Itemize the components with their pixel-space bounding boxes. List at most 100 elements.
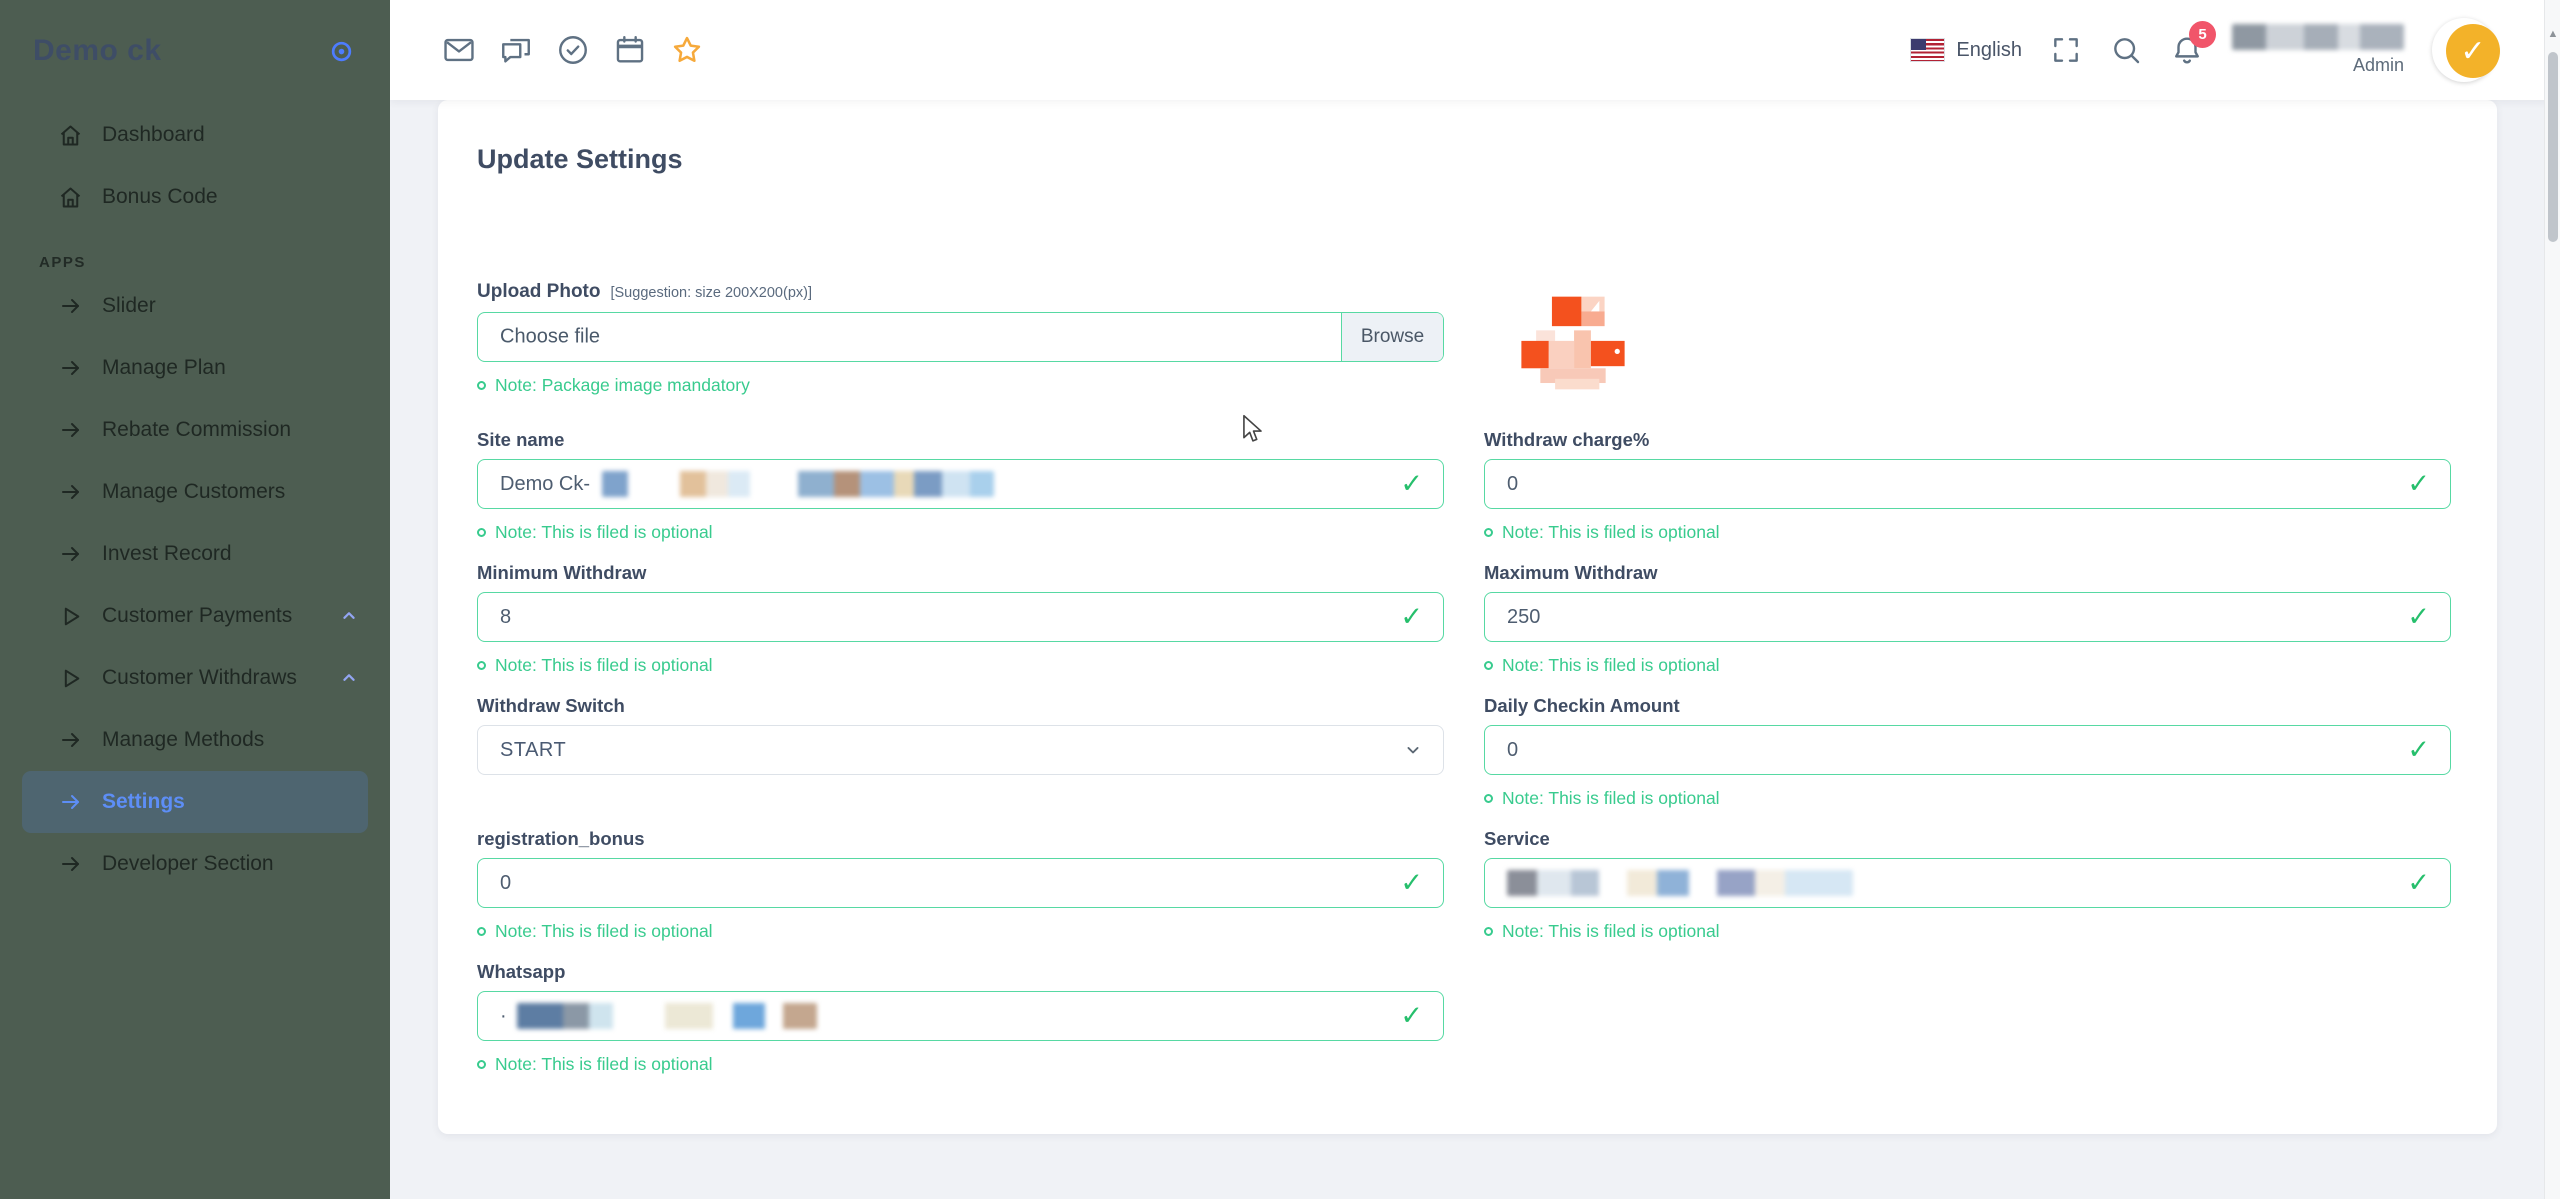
field-note: Note: This is filed is optional: [495, 522, 713, 542]
sidebar-item-rebate-commission[interactable]: Rebate Commission: [0, 399, 390, 461]
check-icon: ✓: [2407, 601, 2430, 632]
arrow-right-icon: [57, 418, 84, 442]
sidebar-item-bonus-code[interactable]: Bonus Code: [0, 166, 390, 228]
avatar-check-icon: ✓: [2446, 24, 2500, 78]
notification-badge: 5: [2189, 21, 2216, 48]
fullscreen-icon[interactable]: [2050, 34, 2082, 66]
check-circle-icon[interactable]: [556, 33, 590, 67]
chat-icon[interactable]: [499, 33, 533, 67]
page-scrollbar[interactable]: ▲: [2544, 0, 2560, 1199]
field-service: Service ✓ Note: This is filed is optiona…: [1484, 828, 2451, 942]
check-icon: ✓: [1400, 468, 1423, 499]
field-label: Daily Checkin Amount: [1484, 695, 1680, 716]
field-note: Note: This is filed is optional: [1502, 655, 1720, 675]
input-value: 0: [500, 871, 512, 894]
service-input[interactable]: ✓: [1484, 858, 2451, 908]
sidebar-item-dashboard[interactable]: Dashboard: [0, 104, 390, 166]
daily-checkin-amount-input[interactable]: 0 ✓: [1484, 725, 2451, 775]
scrollbar-thumb[interactable]: [2548, 52, 2558, 242]
sidebar-item-manage-customers[interactable]: Manage Customers: [0, 461, 390, 523]
site-name-input[interactable]: Demo Ck- ✓: [477, 459, 1444, 509]
sidebar-item-label: Manage Plan: [102, 356, 226, 379]
upload-photo-suggestion: [Suggestion: size 200X200(px)]: [610, 285, 812, 301]
field-note: Note: This is filed is optional: [1502, 921, 1720, 941]
avatar[interactable]: ✓: [2432, 18, 2500, 82]
redacted-username: [2232, 24, 2404, 50]
language-selector[interactable]: English: [1911, 39, 2022, 62]
input-value: 0: [1507, 738, 1519, 761]
maximum-withdraw-input[interactable]: 250 ✓: [1484, 592, 2451, 642]
notifications-bell[interactable]: 5: [2170, 21, 2216, 67]
upload-photo-section: Upload Photo [Suggestion: size 200X200(p…: [477, 281, 2451, 396]
page-title: Update Settings: [477, 144, 683, 174]
sidebar-item-slider[interactable]: Slider: [0, 275, 390, 337]
arrow-right-icon: [57, 852, 84, 876]
scroll-up-arrow-icon[interactable]: ▲: [2547, 28, 2559, 40]
field-note: Note: This is filed is optional: [495, 655, 713, 675]
field-label: registration_bonus: [477, 828, 645, 849]
sidebar-item-label: Invest Record: [102, 542, 232, 565]
field-label: Withdraw Switch: [477, 695, 625, 716]
sidebar-item-developer-section[interactable]: Developer Section: [0, 833, 390, 895]
browse-button[interactable]: Browse: [1341, 313, 1443, 361]
sidebar-nav: Dashboard Bonus Code APPS Slider Manage …: [0, 104, 390, 895]
topbar: English 5 Admin ✓: [390, 0, 2560, 100]
field-note: Note: This is filed is optional: [495, 1054, 713, 1074]
home-icon: [57, 122, 84, 149]
upload-photo-file-input[interactable]: Choose file Browse: [477, 312, 1444, 362]
sidebar-item-label: Dashboard: [102, 123, 205, 146]
sidebar-toggle-target-icon[interactable]: [329, 39, 354, 64]
chevron-up-icon: [338, 605, 360, 627]
field-minimum-withdraw: Minimum Withdraw 8 ✓ Note: This is filed…: [477, 562, 1444, 676]
search-icon[interactable]: [2110, 34, 2142, 66]
arrow-right-icon: [57, 356, 84, 380]
play-icon: [57, 666, 84, 691]
user-menu[interactable]: Admin: [2232, 24, 2404, 76]
topbar-right: English 5 Admin ✓: [1911, 18, 2560, 82]
brand-name: Demo ck: [33, 34, 162, 67]
sidebar-item-customer-payments[interactable]: Customer Payments: [0, 585, 390, 647]
note-dot-icon: [477, 1060, 486, 1069]
field-label: Maximum Withdraw: [1484, 562, 1658, 583]
select-value: START: [500, 738, 567, 761]
sidebar-item-label: Customer Payments: [102, 604, 293, 627]
arrow-right-icon: [57, 480, 84, 504]
note-dot-icon: [1484, 661, 1493, 670]
sidebar-item-manage-methods[interactable]: Manage Methods: [0, 709, 390, 771]
whatsapp-input[interactable]: · ✓: [477, 991, 1444, 1041]
chevron-up-icon: [338, 667, 360, 689]
file-placeholder: Choose file: [500, 325, 601, 348]
sidebar-item-customer-withdraws[interactable]: Customer Withdraws: [0, 647, 390, 709]
brand: Demo ck: [0, 0, 390, 68]
note-dot-icon: [477, 927, 486, 936]
main-content: Update Settings Upload Photo [Suggestion…: [390, 100, 2560, 1199]
sidebar-item-invest-record[interactable]: Invest Record: [0, 523, 390, 585]
upload-photo-label: Upload Photo: [477, 281, 601, 302]
note-dot-icon: [1484, 528, 1493, 537]
check-icon: ✓: [2407, 734, 2430, 765]
input-value: 8: [500, 605, 512, 628]
input-value: 250: [1507, 605, 1541, 628]
upload-note-text: Note: Package image mandatory: [495, 375, 750, 395]
redacted-value: [602, 471, 995, 497]
calendar-icon[interactable]: [613, 33, 647, 67]
sidebar-item-label: Customer Withdraws: [102, 666, 297, 689]
minimum-withdraw-input[interactable]: 8 ✓: [477, 592, 1444, 642]
note-dot-icon: [1484, 794, 1493, 803]
sidebar-item-manage-plan[interactable]: Manage Plan: [0, 337, 390, 399]
star-icon[interactable]: [670, 33, 704, 67]
registration-bonus-input[interactable]: 0 ✓: [477, 858, 1444, 908]
arrow-right-icon: [57, 542, 84, 566]
sidebar-item-label: Manage Methods: [102, 728, 265, 751]
sidebar-item-label: Developer Section: [102, 852, 274, 875]
sidebar: Demo ck Dashboard Bonus Code APPS Slider…: [0, 0, 390, 1199]
topbar-shortcut-icons: [390, 33, 704, 67]
withdraw-switch-select[interactable]: START: [477, 725, 1444, 775]
withdraw-charge-input[interactable]: 0 ✓: [1484, 459, 2451, 509]
mail-icon[interactable]: [442, 33, 476, 67]
arrow-right-icon: [57, 294, 84, 318]
sidebar-item-settings[interactable]: Settings: [22, 771, 368, 833]
sidebar-item-label: Settings: [102, 790, 185, 813]
note-dot-icon: [477, 661, 486, 670]
input-value: Demo Ck-: [500, 472, 591, 495]
